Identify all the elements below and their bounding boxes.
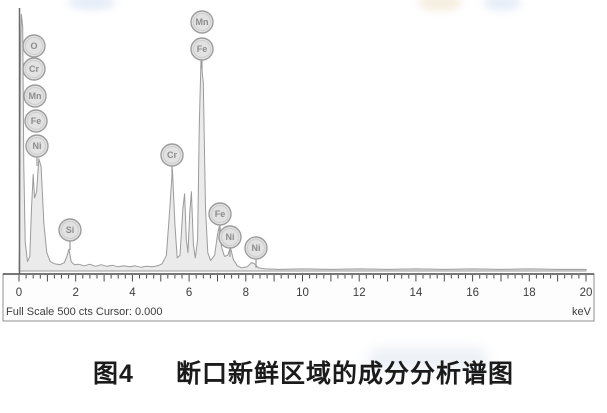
peak-label-fe: Fe [208,202,232,234]
spectrum-path [18,13,587,272]
peak-label-circle [160,143,184,167]
peak-label-mn: Mn [190,10,214,34]
full-scale-status-text: Full Scale 500 cts Cursor: 0.000 [6,306,163,318]
peak-label-ring [211,205,229,223]
axis-tick-label: 0 [16,287,22,299]
peak-element-symbol: Fe [31,116,42,126]
peak-element-symbol: Ni [252,243,261,253]
axis-tick-label: 16 [466,287,479,299]
axis-tick-label: 12 [353,287,366,299]
axis-tick-label: 18 [523,287,536,299]
peak-label-circle [58,218,82,242]
peak-element-symbol: Cr [29,64,39,74]
axis-tick-label: 8 [243,287,249,299]
peak-label-circle [24,109,48,133]
peak-element-symbol: Ni [226,232,235,242]
peak-label-ring [28,137,46,155]
peak-label-cr: Cr [22,57,46,81]
spectrum-curve [18,13,587,272]
peak-label-circle [190,37,214,61]
peak-element-symbol: Fe [197,44,208,54]
peak-label-ring [61,221,79,239]
peak-label-ring [25,60,43,78]
peak-label-ni: Ni [218,225,242,257]
peak-label-circle [22,34,46,58]
peak-label-cr: Cr [160,143,184,175]
axis-tick-label: 6 [186,287,192,299]
figure-caption-text: 断口新鲜区域的成分分析谱图 [175,360,514,388]
peak-label-si: Si [58,218,82,250]
axis-tick-label: 14 [410,287,423,299]
peak-label-circle [190,10,214,34]
peak-label-ni: Ni [244,236,268,268]
axis-tick-label: 10 [296,287,309,299]
axis-ticks-group [18,275,587,282]
axis-ruler-band [2,273,595,322]
peak-label-circle [22,57,46,81]
peak-label-ring [221,228,239,246]
peak-element-symbol: Mn [196,17,209,27]
peak-label-circle [25,134,49,158]
peak-label-ring [193,40,211,58]
peak-label-fe: Fe [24,109,48,133]
peak-label-o: O [22,34,46,58]
peak-label-circle [208,202,232,226]
peak-label-circle [218,225,242,249]
peak-label-ring [193,13,211,31]
axis-tick-labels-group: 0 2 4 6 8 10 12 14 16 18 20 [16,287,593,299]
axis-tick-label: 20 [580,287,593,299]
peak-label-ring [25,37,43,55]
peak-label-ring [247,239,265,257]
peak-element-symbol: Cr [167,150,177,160]
peak-label-ni: Ni [25,134,49,166]
peak-label-mn: Mn [23,84,47,108]
peak-label-ring [163,146,181,164]
peak-label-circle [244,236,268,260]
peak-labels-group: O Cr Mn Fe Ni Si Cr Mn Fe Fe Ni Ni [22,10,268,268]
peak-label-circle [23,84,47,108]
peak-element-symbol: Fe [215,209,226,219]
figure-number: 图4 [93,360,134,388]
peak-label-ring [27,112,45,130]
figure-caption: 图4 断口新鲜区域的成分分析谱图 [0,354,607,390]
eds-spectrum-chart: O Cr Mn Fe Ni Si Cr Mn Fe Fe Ni Ni 0 2 4 6 8 10 12 14 16 18 2… [2,8,595,322]
peak-label-fe: Fe [190,37,214,69]
peak-element-symbol: Mn [29,91,42,101]
peak-label-ring [26,87,44,105]
peak-element-symbol: O [30,41,37,51]
peak-element-symbol: Ni [33,141,42,151]
axis-tick-label: 2 [72,287,78,299]
x-axis-unit-label: keV [572,306,592,318]
axis-tick-label: 4 [129,287,136,299]
peak-element-symbol: Si [66,225,75,235]
